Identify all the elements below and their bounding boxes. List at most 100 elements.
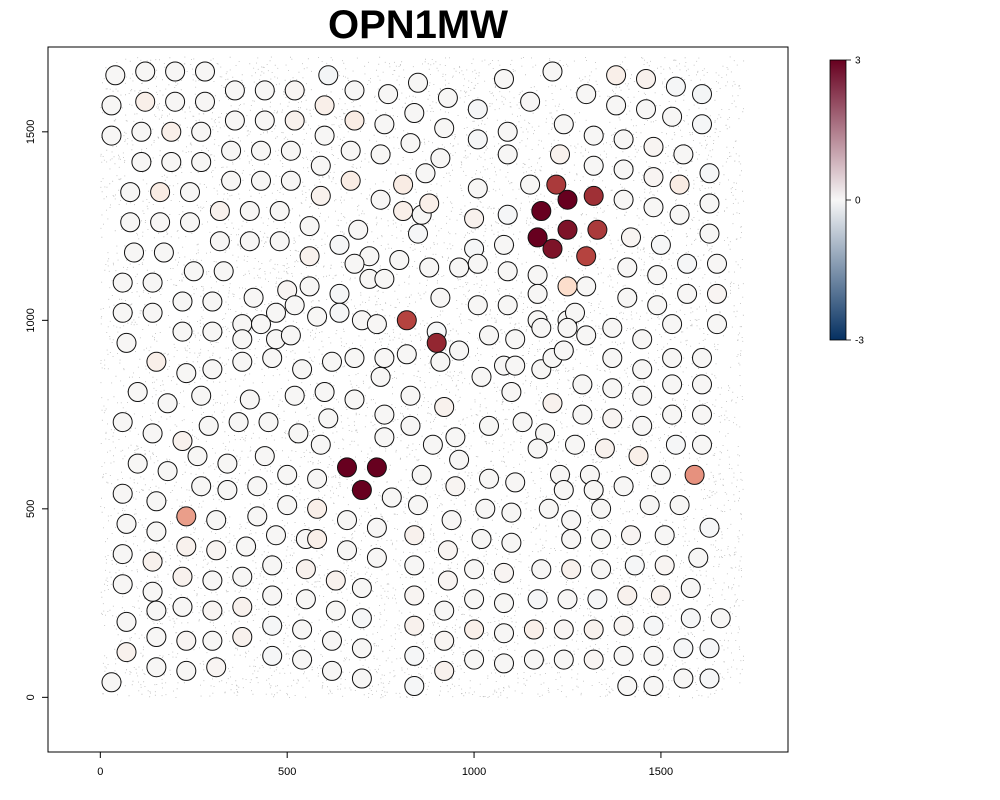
spot-point bbox=[546, 174, 567, 195]
spot-point bbox=[576, 276, 597, 297]
spot-point bbox=[206, 540, 227, 561]
x-tick-label: 1500 bbox=[649, 766, 673, 778]
spot-point bbox=[606, 65, 627, 86]
spot-point bbox=[542, 238, 563, 259]
spot-point bbox=[116, 332, 137, 353]
spot-point bbox=[576, 325, 597, 346]
spot-point bbox=[146, 521, 167, 542]
spot-point bbox=[643, 136, 664, 157]
spot-point bbox=[310, 185, 331, 206]
spot-point bbox=[464, 619, 485, 640]
spot-point bbox=[408, 223, 428, 244]
spot-point bbox=[116, 611, 137, 632]
spot-point bbox=[419, 193, 440, 214]
spot-point bbox=[505, 472, 526, 493]
spot-point bbox=[669, 174, 690, 195]
y-tick-label: 500 bbox=[25, 500, 37, 518]
spot-point bbox=[426, 332, 447, 353]
spot-point bbox=[370, 144, 391, 165]
spot-point bbox=[213, 261, 234, 282]
spot-point bbox=[650, 234, 671, 255]
spot-point bbox=[572, 404, 593, 425]
spot-point bbox=[251, 140, 271, 161]
spot-point bbox=[258, 412, 279, 433]
spot-point bbox=[351, 578, 372, 598]
spot-point bbox=[191, 152, 212, 172]
spot-point bbox=[520, 91, 541, 112]
spot-point bbox=[606, 95, 627, 116]
spot-point bbox=[142, 551, 163, 572]
spot-point bbox=[669, 204, 690, 225]
spot-point bbox=[621, 525, 641, 546]
spot-point bbox=[146, 657, 167, 678]
spot-point bbox=[161, 121, 182, 142]
spot-point bbox=[583, 619, 604, 640]
spot-point bbox=[699, 517, 720, 538]
spot-point bbox=[430, 148, 451, 169]
spot-point bbox=[677, 253, 698, 274]
spot-point bbox=[374, 404, 395, 425]
spot-point bbox=[497, 121, 518, 142]
spot-point bbox=[680, 608, 701, 629]
spot-point bbox=[288, 423, 309, 444]
spot-point bbox=[127, 382, 148, 402]
spot-point bbox=[116, 642, 137, 663]
spot-point bbox=[699, 193, 720, 214]
spot-point bbox=[471, 529, 492, 549]
spot-point bbox=[172, 321, 193, 342]
spot-point bbox=[322, 660, 342, 681]
spot-point bbox=[680, 578, 701, 598]
spot-point bbox=[591, 498, 612, 519]
spot-point bbox=[408, 72, 428, 93]
spot-point bbox=[494, 623, 514, 644]
spot-point bbox=[497, 204, 518, 225]
spot-point bbox=[647, 265, 668, 286]
spot-point bbox=[538, 498, 559, 519]
spot-point bbox=[441, 510, 462, 531]
spot-point bbox=[408, 495, 428, 516]
spot-point bbox=[692, 374, 712, 395]
spot-point bbox=[292, 649, 313, 670]
spot-point bbox=[531, 559, 552, 580]
spot-point bbox=[236, 536, 257, 557]
spot-point bbox=[662, 314, 683, 335]
spot-point bbox=[262, 348, 283, 368]
spot-point bbox=[239, 389, 260, 410]
spot-point bbox=[307, 498, 328, 519]
spot-point bbox=[239, 201, 260, 221]
spot-point bbox=[172, 291, 193, 312]
chart-title: OPN1MW bbox=[328, 3, 508, 47]
spot-point bbox=[299, 216, 320, 237]
spot-point bbox=[239, 231, 260, 252]
x-tick-label: 0 bbox=[97, 766, 103, 778]
spot-point bbox=[613, 129, 634, 150]
spot-point bbox=[329, 283, 350, 304]
spot-point bbox=[587, 589, 608, 610]
spot-point bbox=[374, 427, 395, 448]
spot-point bbox=[583, 125, 604, 146]
spot-point bbox=[494, 69, 514, 89]
spot-point bbox=[467, 99, 488, 120]
spot-point bbox=[191, 385, 212, 406]
spot-point bbox=[434, 118, 455, 139]
spot-point bbox=[434, 630, 455, 651]
spot-point bbox=[523, 619, 544, 640]
spot-point bbox=[366, 547, 387, 568]
spot-point bbox=[176, 630, 197, 651]
x-axis: 0 500 1000 1500 bbox=[97, 752, 673, 778]
spot-point bbox=[254, 446, 275, 467]
spot-point bbox=[142, 581, 163, 602]
spot-point bbox=[673, 144, 694, 165]
spot-point bbox=[583, 185, 604, 206]
spot-point bbox=[400, 385, 421, 406]
spot-point bbox=[557, 219, 578, 240]
spot-point bbox=[494, 593, 514, 614]
spot-point bbox=[228, 412, 249, 433]
spot-point bbox=[101, 125, 122, 146]
spot-point bbox=[146, 600, 167, 621]
spot-point bbox=[344, 348, 365, 368]
spot-point bbox=[662, 404, 683, 425]
spot-point bbox=[561, 529, 582, 549]
spot-point bbox=[527, 438, 548, 459]
spot-point bbox=[180, 212, 200, 233]
